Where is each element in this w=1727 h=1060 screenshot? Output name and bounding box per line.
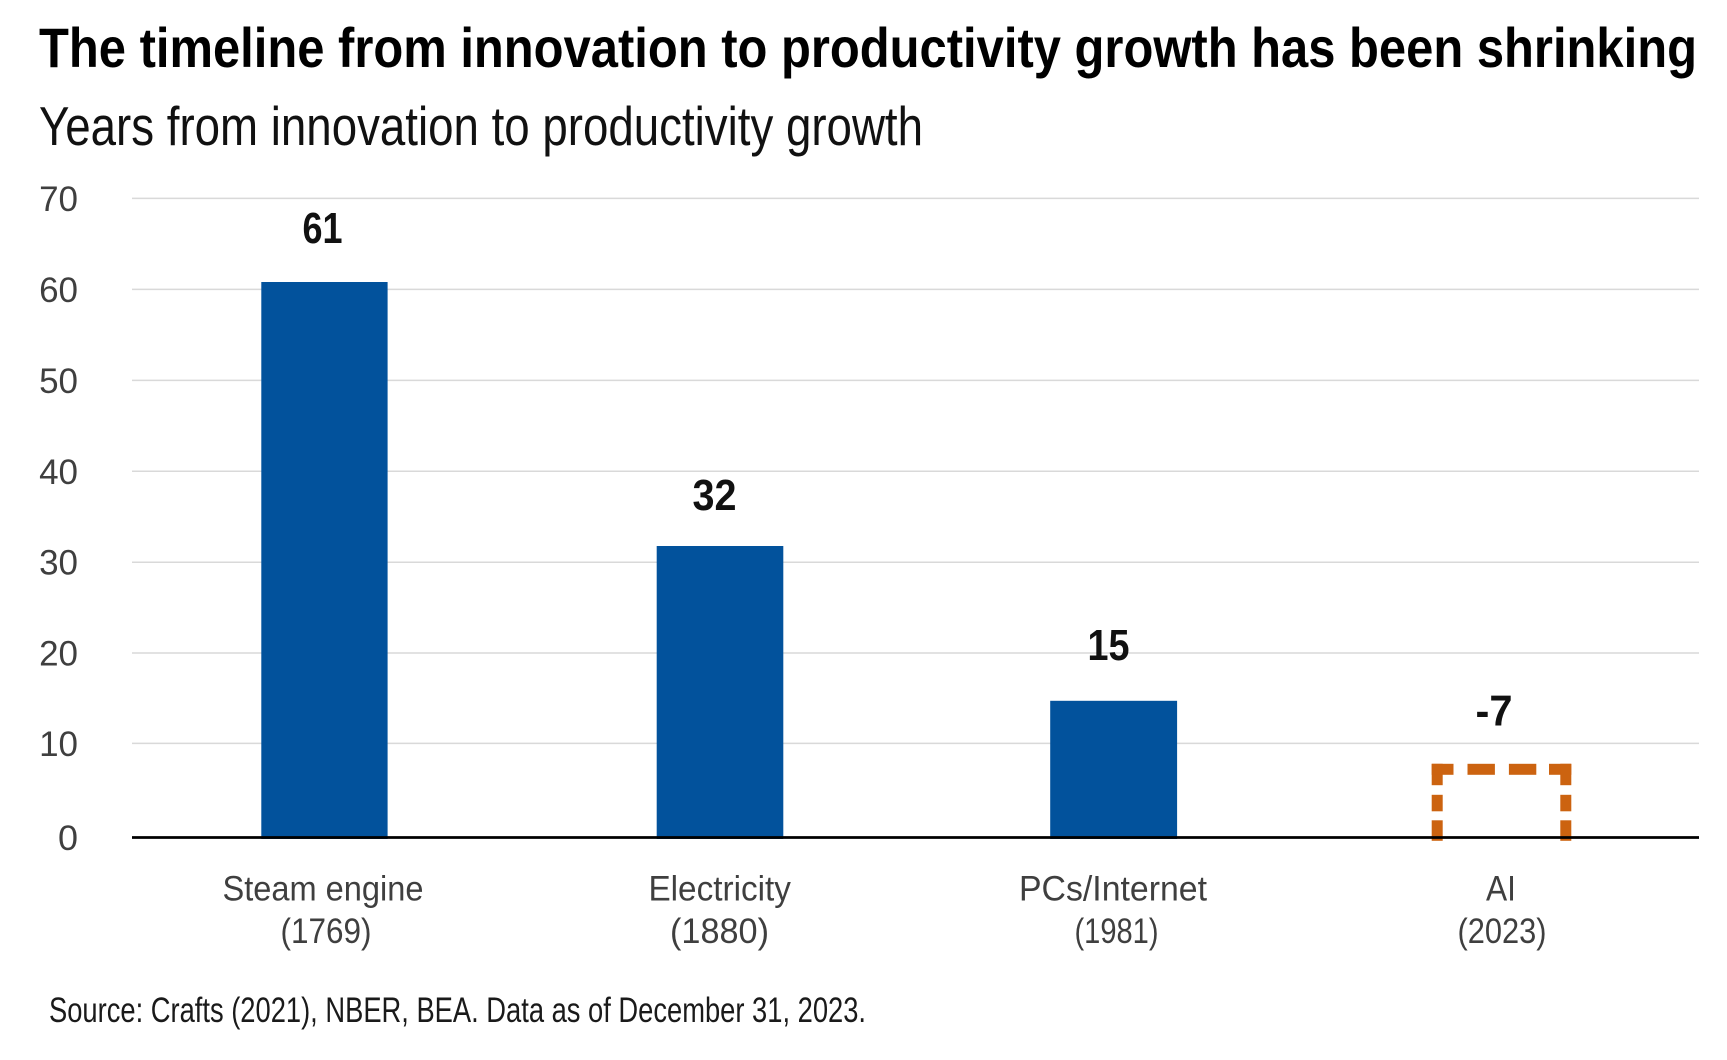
svg-text:32: 32 xyxy=(693,471,737,520)
svg-text:PCs/Internet: PCs/Internet xyxy=(1019,870,1207,909)
svg-text:AI: AI xyxy=(1486,870,1516,909)
svg-text:10: 10 xyxy=(39,725,78,764)
svg-text:(1880): (1880) xyxy=(670,912,769,951)
svg-text:30: 30 xyxy=(39,544,78,583)
svg-text:-7: -7 xyxy=(1476,687,1513,736)
svg-text:Source: Crafts (2021), NBER, B: Source: Crafts (2021), NBER, BEA. Data a… xyxy=(49,991,866,1030)
svg-text:20: 20 xyxy=(39,635,78,674)
svg-text:70: 70 xyxy=(39,180,78,219)
svg-text:0: 0 xyxy=(58,819,78,858)
svg-text:The timeline from innovation t: The timeline from innovation to producti… xyxy=(39,16,1697,79)
svg-text:(1981): (1981) xyxy=(1075,912,1159,951)
svg-text:Steam engine: Steam engine xyxy=(223,870,424,909)
svg-text:Years from innovation to produ: Years from innovation to productivity gr… xyxy=(39,95,923,157)
svg-text:40: 40 xyxy=(39,453,78,492)
svg-text:60: 60 xyxy=(39,271,78,310)
svg-text:50: 50 xyxy=(39,362,78,401)
svg-text:(1769): (1769) xyxy=(281,912,372,951)
svg-text:61: 61 xyxy=(303,204,343,253)
svg-text:Electricity: Electricity xyxy=(648,870,791,909)
svg-text:15: 15 xyxy=(1088,621,1130,670)
svg-text:(2023): (2023) xyxy=(1458,912,1547,951)
